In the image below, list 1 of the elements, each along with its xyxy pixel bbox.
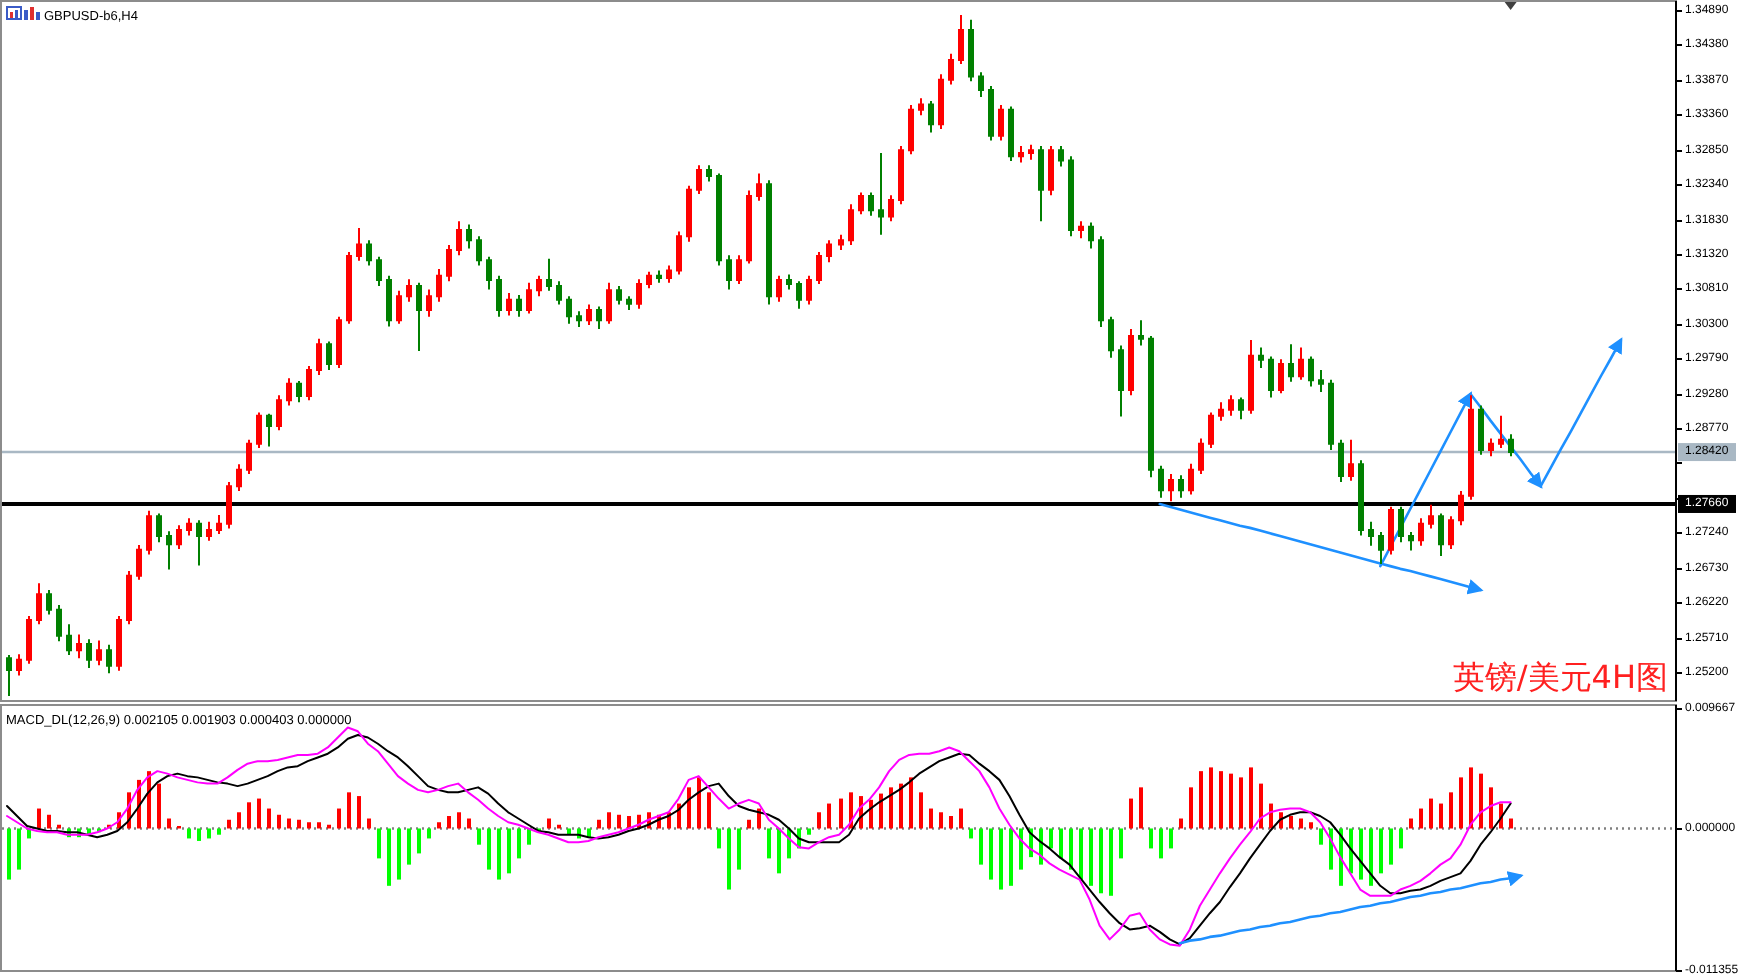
annotation: 英镑/美元4H图 bbox=[1452, 658, 1668, 696]
